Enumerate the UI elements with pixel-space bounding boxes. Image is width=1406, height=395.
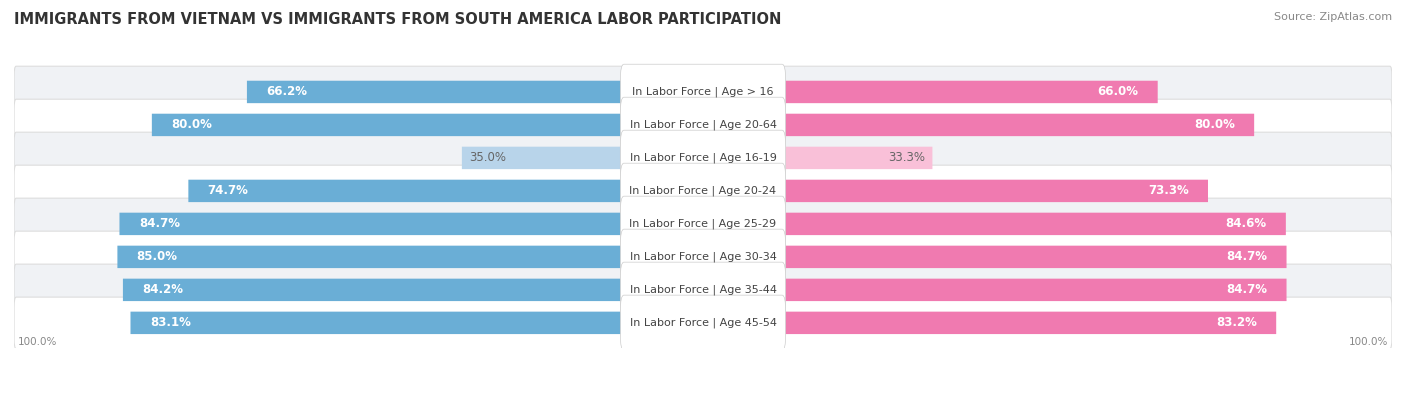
Text: 80.0%: 80.0% <box>172 118 212 132</box>
FancyBboxPatch shape <box>620 130 786 186</box>
FancyBboxPatch shape <box>131 312 624 334</box>
Text: 83.1%: 83.1% <box>150 316 191 329</box>
FancyBboxPatch shape <box>152 114 624 136</box>
FancyBboxPatch shape <box>117 246 624 268</box>
FancyBboxPatch shape <box>14 165 1392 216</box>
FancyBboxPatch shape <box>461 147 624 169</box>
FancyBboxPatch shape <box>14 132 1392 184</box>
Text: 73.3%: 73.3% <box>1147 184 1188 198</box>
FancyBboxPatch shape <box>247 81 624 103</box>
Text: 100.0%: 100.0% <box>1350 337 1389 347</box>
FancyBboxPatch shape <box>14 264 1392 316</box>
FancyBboxPatch shape <box>14 297 1392 349</box>
FancyBboxPatch shape <box>14 99 1392 150</box>
FancyBboxPatch shape <box>620 64 786 120</box>
FancyBboxPatch shape <box>14 231 1392 282</box>
FancyBboxPatch shape <box>782 114 1254 136</box>
Text: In Labor Force | Age 25-29: In Labor Force | Age 25-29 <box>630 219 776 229</box>
FancyBboxPatch shape <box>620 229 786 284</box>
Text: 84.7%: 84.7% <box>1226 283 1267 296</box>
Text: In Labor Force | Age 16-19: In Labor Force | Age 16-19 <box>630 152 776 163</box>
Text: 84.7%: 84.7% <box>139 217 180 230</box>
FancyBboxPatch shape <box>188 180 624 202</box>
Text: In Labor Force | Age 35-44: In Labor Force | Age 35-44 <box>630 285 776 295</box>
Text: 100.0%: 100.0% <box>17 337 56 347</box>
Text: 84.2%: 84.2% <box>142 283 183 296</box>
Text: 85.0%: 85.0% <box>136 250 177 263</box>
Text: 84.7%: 84.7% <box>1226 250 1267 263</box>
Text: 66.0%: 66.0% <box>1098 85 1139 98</box>
Text: IMMIGRANTS FROM VIETNAM VS IMMIGRANTS FROM SOUTH AMERICA LABOR PARTICIPATION: IMMIGRANTS FROM VIETNAM VS IMMIGRANTS FR… <box>14 12 782 27</box>
FancyBboxPatch shape <box>782 278 1286 301</box>
Text: 84.6%: 84.6% <box>1226 217 1267 230</box>
FancyBboxPatch shape <box>620 262 786 318</box>
FancyBboxPatch shape <box>122 278 624 301</box>
FancyBboxPatch shape <box>120 213 624 235</box>
FancyBboxPatch shape <box>620 196 786 252</box>
Text: 33.3%: 33.3% <box>889 151 925 164</box>
FancyBboxPatch shape <box>620 163 786 218</box>
Text: In Labor Force | Age > 16: In Labor Force | Age > 16 <box>633 87 773 97</box>
FancyBboxPatch shape <box>782 180 1208 202</box>
Text: 66.2%: 66.2% <box>266 85 308 98</box>
FancyBboxPatch shape <box>782 147 932 169</box>
FancyBboxPatch shape <box>782 246 1286 268</box>
Text: In Labor Force | Age 30-34: In Labor Force | Age 30-34 <box>630 252 776 262</box>
Text: 83.2%: 83.2% <box>1216 316 1257 329</box>
FancyBboxPatch shape <box>782 213 1286 235</box>
FancyBboxPatch shape <box>14 66 1392 118</box>
Text: In Labor Force | Age 20-24: In Labor Force | Age 20-24 <box>630 186 776 196</box>
Text: In Labor Force | Age 20-64: In Labor Force | Age 20-64 <box>630 120 776 130</box>
FancyBboxPatch shape <box>14 198 1392 250</box>
Text: 80.0%: 80.0% <box>1194 118 1234 132</box>
Text: 74.7%: 74.7% <box>208 184 249 198</box>
Text: Source: ZipAtlas.com: Source: ZipAtlas.com <box>1274 12 1392 22</box>
FancyBboxPatch shape <box>620 97 786 152</box>
FancyBboxPatch shape <box>620 295 786 351</box>
Text: 35.0%: 35.0% <box>468 151 506 164</box>
Text: In Labor Force | Age 45-54: In Labor Force | Age 45-54 <box>630 318 776 328</box>
FancyBboxPatch shape <box>782 81 1157 103</box>
FancyBboxPatch shape <box>782 312 1277 334</box>
